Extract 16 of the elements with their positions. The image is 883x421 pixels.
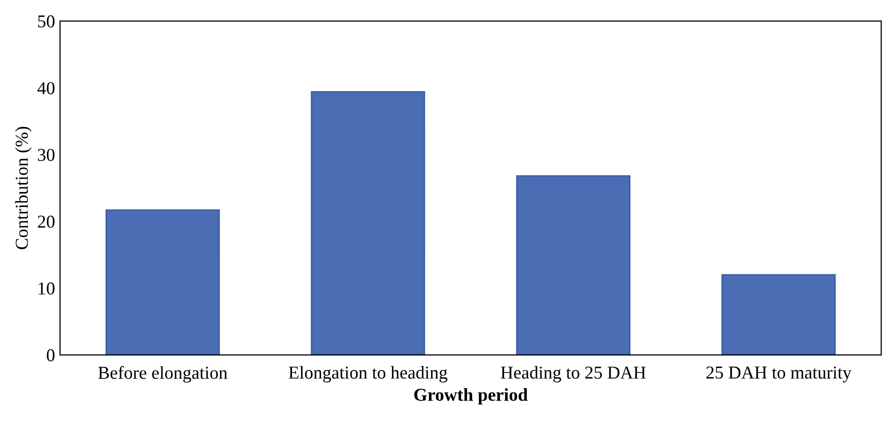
- y-tick-label: 10: [38, 282, 54, 295]
- y-tick-label: 0: [46, 349, 54, 362]
- y-tick-label: 40: [37, 82, 54, 94]
- y-tick-label: 20: [38, 216, 54, 228]
- x-tick-label: Elongation to heading: [288, 366, 448, 382]
- bar: [516, 175, 630, 355]
- x-tick-label: Before elongation: [98, 366, 228, 383]
- y-tick-label: 30: [38, 148, 54, 162]
- x-axis-title: Growth period: [414, 388, 528, 405]
- x-tick-label: Heading to 25 DAH: [500, 366, 646, 382]
- x-tick-label: 25 DAH to maturity: [706, 366, 852, 382]
- bar: [721, 274, 836, 355]
- bar: [310, 91, 426, 355]
- bar: [106, 209, 220, 355]
- y-tick-label: 50: [38, 15, 54, 28]
- y-axis-title: Contribution (%): [15, 126, 32, 250]
